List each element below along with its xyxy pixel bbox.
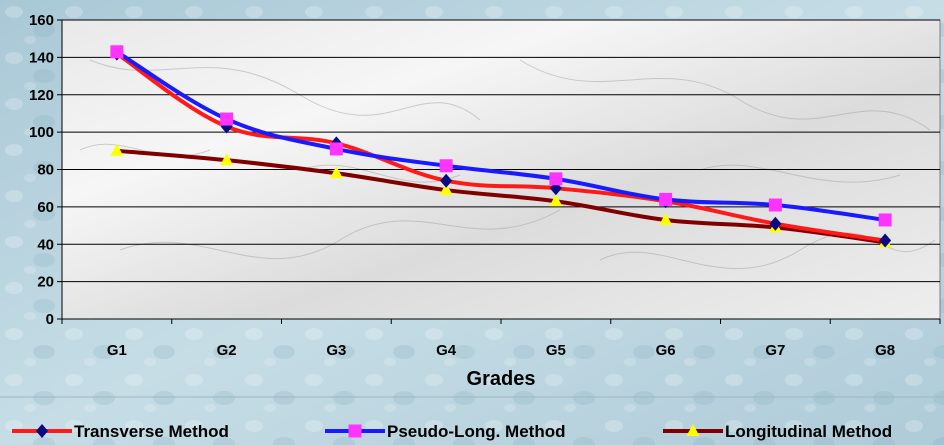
data-point (659, 192, 673, 206)
data-point (768, 198, 782, 212)
x-tick-label: G2 (217, 342, 237, 359)
legend-item: Longitudinal Method (663, 422, 892, 441)
legend-label: Transverse Method (74, 422, 229, 441)
x-tick-label: G7 (765, 342, 785, 359)
legend-marker (348, 424, 362, 438)
x-axis-title: Grades (467, 368, 536, 390)
y-tick-label: 80 (37, 162, 54, 179)
data-point (769, 216, 782, 231)
data-point (220, 112, 234, 126)
data-point (549, 194, 563, 207)
legend-marker (686, 424, 700, 436)
y-tick-label: 120 (29, 87, 54, 104)
legend: Transverse Method Pseudo-Long. Method Long… (12, 422, 892, 441)
legend-item: Transverse Method (12, 422, 229, 441)
y-tick-label: 40 (37, 236, 54, 253)
data-point (220, 153, 234, 166)
y-tick-label: 60 (37, 199, 54, 216)
x-tick-label: G4 (436, 342, 457, 359)
x-tick-label: G1 (107, 342, 127, 359)
y-axis-ticks: 0 20 40 60 80 100 120 140 160 (29, 12, 62, 328)
y-tick-label: 160 (29, 12, 54, 29)
legend-label: Pseudo-Long. Method (387, 422, 565, 441)
x-tick-label: G5 (546, 342, 566, 359)
plot-texture (79, 59, 936, 269)
x-tick-label: G8 (875, 342, 895, 359)
data-point (549, 172, 563, 186)
data-point (110, 45, 124, 59)
x-tick-label: G3 (326, 342, 346, 359)
y-tick-label: 100 (29, 124, 54, 141)
series-pseudo-long-method (110, 45, 892, 227)
series-group (110, 45, 892, 248)
data-point (439, 183, 453, 196)
y-tick-label: 20 (37, 274, 54, 291)
y-tick-label: 140 (29, 49, 54, 66)
series-longitudinal-method (110, 143, 892, 248)
data-point (440, 173, 453, 188)
y-tick-label: 0 (46, 311, 54, 328)
x-axis-ticks: G1 G2 G3 G4 G5 G6 G7 G8 (61, 319, 941, 359)
legend-label: Longitudinal Method (725, 422, 892, 441)
data-point (329, 166, 343, 179)
legend-item: Pseudo-Long. Method (325, 422, 565, 441)
data-point (879, 233, 892, 248)
series-line (114, 148, 888, 245)
data-point (439, 159, 453, 173)
data-point (659, 212, 673, 225)
data-point (110, 143, 124, 156)
data-point (878, 213, 892, 227)
legend-marker (36, 424, 48, 438)
x-tick-label: G6 (656, 342, 676, 359)
data-point (329, 142, 343, 156)
